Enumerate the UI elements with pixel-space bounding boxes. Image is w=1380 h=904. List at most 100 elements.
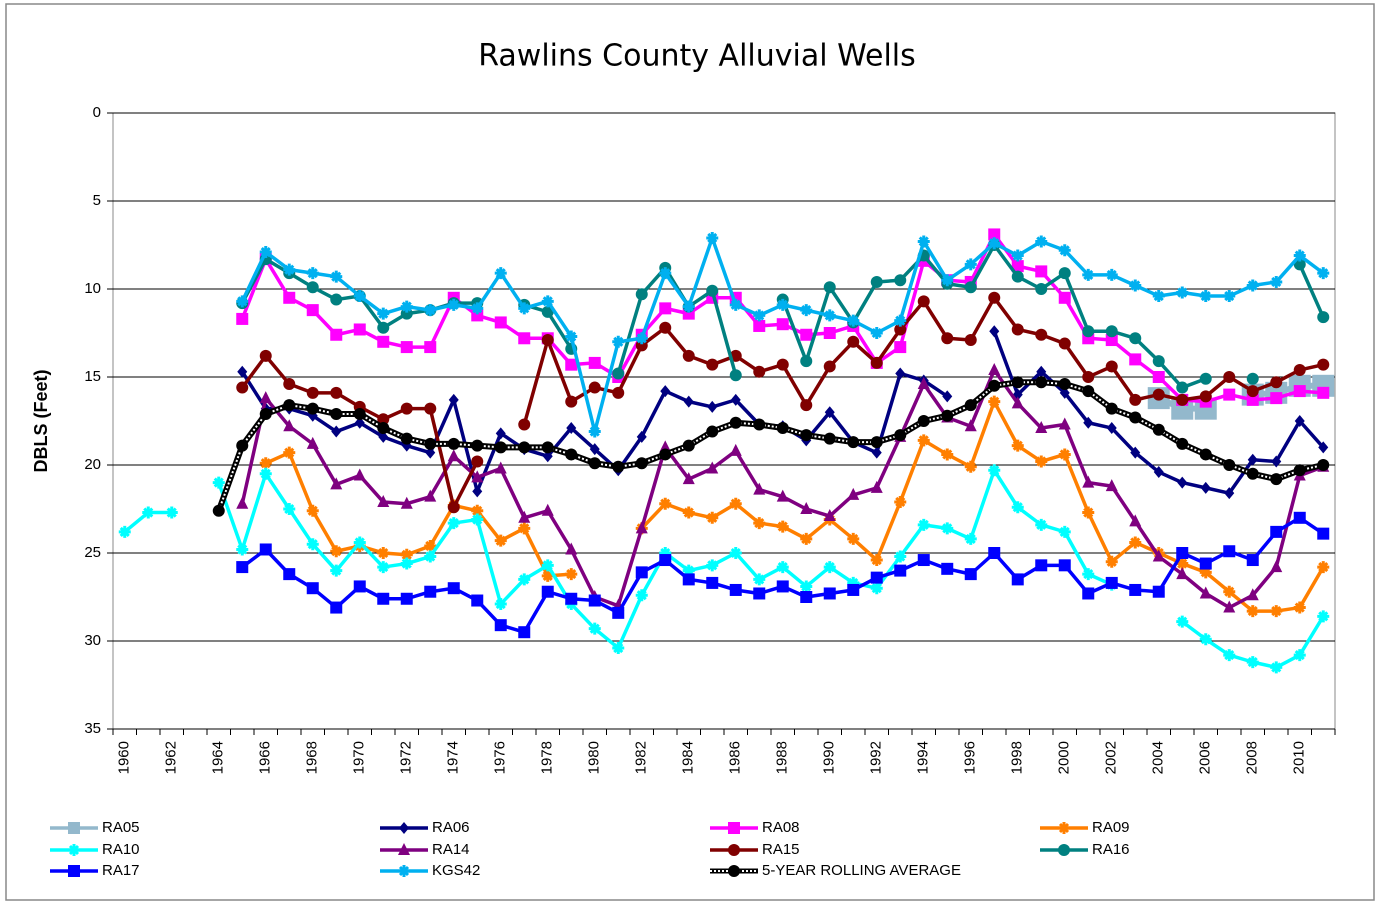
point: [588, 381, 601, 394]
point: [1035, 559, 1048, 572]
point: [1105, 334, 1118, 347]
point: [142, 506, 155, 519]
point: [1011, 376, 1024, 389]
point: [1129, 332, 1142, 345]
point: [1152, 355, 1165, 368]
x-tick-label: 2000: [1056, 741, 1073, 774]
point: [1199, 566, 1212, 579]
point: [682, 573, 695, 586]
point: [1223, 649, 1236, 662]
y-tick-label: 10: [84, 280, 101, 297]
point: [847, 314, 860, 327]
point: [1106, 422, 1117, 435]
point: [1293, 601, 1306, 614]
point: [870, 436, 883, 449]
legend-label: RA15: [762, 841, 800, 858]
series: [237, 325, 1329, 500]
point: [1058, 559, 1071, 572]
point: [377, 307, 390, 320]
point: [1247, 453, 1258, 466]
point: [635, 589, 648, 602]
point: [330, 407, 343, 420]
point: [1105, 576, 1118, 589]
legend-label: RA05: [102, 819, 140, 836]
point: [1082, 475, 1095, 488]
point: [283, 446, 296, 459]
point: [776, 358, 789, 371]
point: [1199, 390, 1212, 403]
series: [236, 511, 1330, 639]
point: [800, 304, 813, 317]
point: [823, 281, 836, 294]
point: [259, 246, 272, 259]
point: [565, 592, 578, 605]
point: [494, 441, 507, 454]
legend-label: KGS42: [432, 862, 480, 879]
point: [1176, 393, 1189, 406]
point: [1246, 279, 1259, 292]
point: [471, 302, 484, 315]
point: [941, 562, 954, 575]
point: [400, 341, 413, 354]
point: [306, 402, 319, 415]
point: [259, 391, 272, 404]
point: [964, 281, 977, 294]
point: [1224, 487, 1235, 500]
series: [212, 376, 1330, 517]
point: [1318, 441, 1329, 454]
point: [729, 416, 742, 429]
point: [353, 536, 366, 549]
point: [964, 568, 977, 581]
point: [377, 561, 390, 574]
point: [259, 543, 272, 556]
point: [424, 489, 437, 502]
point: [1246, 385, 1259, 398]
point: [1293, 464, 1306, 477]
point: [1129, 353, 1142, 366]
point: [400, 548, 413, 561]
x-tick-label: 2004: [1150, 741, 1167, 774]
point: [541, 559, 554, 572]
point: [306, 538, 319, 551]
point: [800, 355, 813, 368]
point: [941, 274, 954, 287]
legend-label: RA17: [102, 862, 140, 879]
point: [588, 457, 601, 470]
point: [494, 534, 507, 547]
x-tick-label: 1982: [633, 741, 650, 774]
point: [236, 439, 249, 452]
point: [330, 328, 343, 341]
point: [448, 393, 459, 406]
point: [964, 334, 977, 347]
point: [306, 582, 319, 595]
point: [212, 504, 225, 517]
legend-label: RA10: [102, 841, 140, 858]
point: [565, 542, 578, 555]
point: [988, 228, 1001, 241]
point: [1246, 372, 1259, 385]
point: [471, 470, 484, 483]
point: [1176, 567, 1189, 580]
point: [236, 543, 249, 556]
point: [988, 379, 1001, 392]
point: [518, 332, 531, 345]
point: [495, 427, 506, 440]
point: [1011, 270, 1024, 283]
point: [1223, 388, 1236, 401]
point: [1058, 417, 1071, 430]
point: [518, 522, 531, 535]
point: [612, 642, 625, 655]
x-tick-label: 1966: [257, 741, 274, 774]
point: [1199, 448, 1212, 461]
point: [612, 386, 625, 399]
point: [1317, 311, 1330, 324]
point: [988, 362, 1001, 375]
point: [706, 511, 719, 524]
point: [894, 495, 907, 508]
point: [1152, 423, 1165, 436]
x-tick-label: 1970: [351, 741, 368, 774]
point: [518, 510, 531, 523]
legend-marker: [68, 822, 80, 834]
x-tick-label: 1964: [210, 741, 227, 774]
